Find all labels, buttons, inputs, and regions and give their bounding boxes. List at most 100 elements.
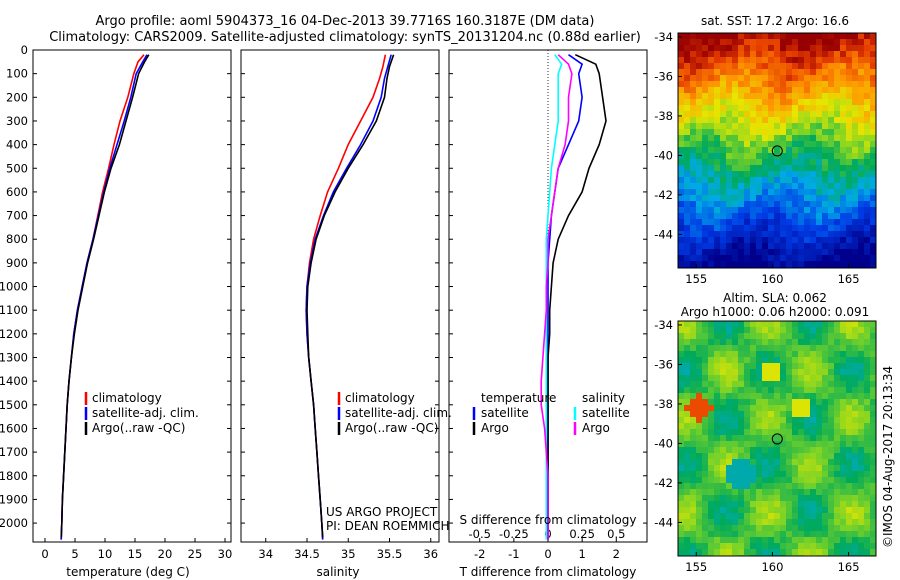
sla-map-cell [714, 441, 721, 448]
sla-map-cell [816, 381, 823, 388]
sst-map-cell [762, 189, 769, 196]
sst-map-cell [804, 165, 811, 172]
sla-map-cell [750, 381, 757, 388]
sst-map-cell [720, 249, 727, 256]
sla-map-cell [852, 405, 859, 412]
sla-map-cell [810, 441, 817, 448]
sla-map-cell [786, 543, 793, 550]
sla-map-cell [762, 525, 769, 532]
sst-map-cell [780, 117, 787, 124]
sla-map-cell [804, 321, 811, 328]
sla-map-cell [726, 477, 733, 484]
sla-map-cell [792, 423, 799, 430]
sla-map-cell [822, 495, 829, 502]
sst-map-cell [726, 201, 733, 208]
sst-map-cell [690, 231, 697, 238]
sla-map-cell [846, 411, 853, 418]
sst-map-cell [720, 69, 727, 76]
sst-map-ticks: 155 160 165-34-36-38-40-42-44 [654, 30, 859, 286]
sla-map-cell [744, 519, 751, 526]
sla-map-cell [696, 393, 703, 400]
sla-map-cell [768, 351, 775, 358]
sla-map-cell [870, 471, 876, 478]
sla-map-cell [732, 405, 739, 412]
sla-map-cell [756, 375, 763, 382]
sla-map-cell [810, 471, 817, 478]
sla-map-cell [714, 489, 721, 496]
sla-map-cell [858, 483, 865, 490]
sla-map-cell [816, 543, 823, 550]
sst-map-cell [834, 261, 841, 268]
sst-map-cell [678, 63, 685, 70]
sla-map-cell [852, 465, 859, 472]
sla-map-cell [738, 507, 745, 514]
sla-map-cell [870, 495, 876, 502]
sst-map-cell [768, 57, 775, 64]
sla-map-cell [774, 339, 781, 346]
sst-map-cell [852, 45, 859, 52]
sla-map-cell [738, 411, 745, 418]
sla-map-cell [810, 423, 817, 430]
sla-map-cell [822, 507, 829, 514]
sst-map-cell [786, 177, 793, 184]
sst-map-cell [684, 129, 691, 136]
sst-lon-tick-label-0: 155 [685, 272, 707, 286]
sla-map-cell [840, 507, 847, 514]
sla-map-cell [858, 471, 865, 478]
sst-map-cell [756, 147, 763, 154]
sla-map-cell [846, 537, 853, 544]
sst-map-cell [774, 93, 781, 100]
sst-map-cell [774, 237, 781, 244]
sst-lat-tick-label-4: -42 [654, 188, 673, 202]
sla-map-cell [756, 321, 763, 328]
sst-map-cell [840, 105, 847, 112]
sla-map-cell [726, 417, 733, 424]
sst-map-cell [870, 171, 876, 178]
sst-map-cell [696, 33, 703, 40]
sst-map-cell [804, 105, 811, 112]
sla-map-cell [816, 471, 823, 478]
sla-map-cell [822, 453, 829, 460]
sst-map-cell [786, 123, 793, 130]
sst-map-cell [744, 249, 751, 256]
sla-map-cell [852, 459, 859, 466]
sst-map-cell [786, 81, 793, 88]
sst-map-cell [786, 255, 793, 262]
sla-map-cell [738, 369, 745, 376]
sla-map-cell [696, 531, 703, 538]
sla-map-cell [768, 429, 775, 436]
sla-map-cell [774, 411, 781, 418]
sla-map-cell [768, 477, 775, 484]
sla-map-cell [768, 345, 775, 352]
sla-map-cell [864, 507, 871, 514]
sst-map-cell [870, 255, 876, 262]
sst-map-cell [738, 33, 745, 40]
sla-map-cell [828, 423, 835, 430]
sla-map-cell [678, 345, 685, 352]
sst-map-cell [858, 207, 865, 214]
sla-map-cell [810, 333, 817, 340]
sst-map-cell [792, 33, 799, 40]
sla-map-cell [768, 543, 775, 550]
sla-map-cell [726, 423, 733, 430]
sla-map-cell [870, 357, 876, 364]
sla-map-cell [720, 441, 727, 448]
sst-map-cell [684, 177, 691, 184]
temperature-legend-argo: Argo(..raw -QC) [92, 421, 185, 435]
sst-map-cell [738, 165, 745, 172]
sst-map-cell [870, 231, 876, 238]
sst-map-cell [810, 75, 817, 82]
sst-map-cell [738, 147, 745, 154]
sla-lon-tick-label-1: 160 [761, 560, 783, 574]
sst-map-cell [732, 225, 739, 232]
sst-lat-tick-label-3: -40 [654, 148, 673, 162]
sla-map-cell [756, 405, 763, 412]
sst-map-cell [834, 93, 841, 100]
sla-map-cell [708, 519, 715, 526]
sla-map-cell [780, 345, 787, 352]
sst-map-cell [816, 225, 823, 232]
sst-map-cell [840, 123, 847, 130]
sst-map-cell [768, 93, 775, 100]
sla-map-cell [780, 405, 787, 412]
sla-map-cell [768, 471, 775, 478]
